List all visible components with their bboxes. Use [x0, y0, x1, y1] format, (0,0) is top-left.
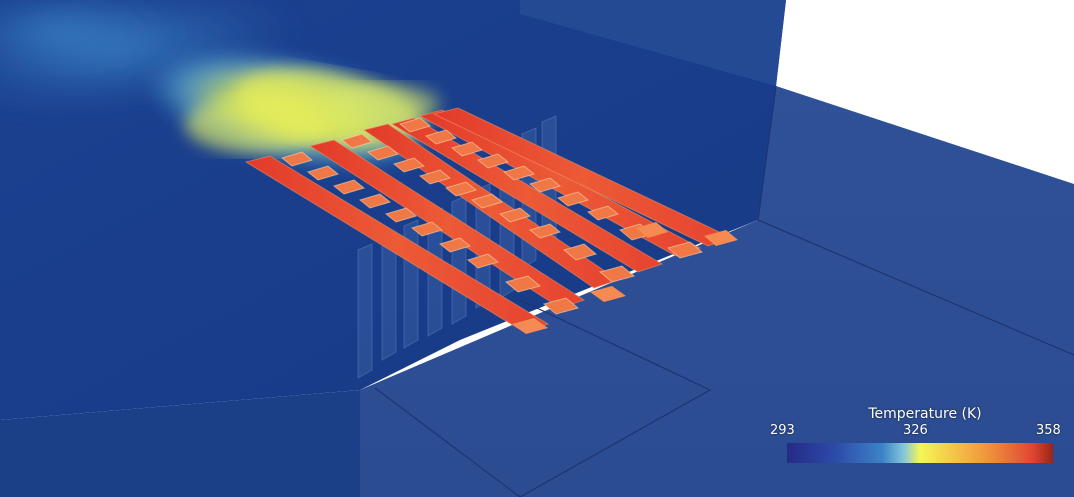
floor: [360, 86, 1074, 497]
legend-mid-label: 326: [903, 423, 928, 438]
temperature-colorbar: [787, 443, 1053, 463]
edge-pads: [512, 222, 738, 334]
heated-plates: [244, 107, 738, 334]
temperature-legend: Temperature (K) 293 326 358: [770, 404, 1070, 474]
legend-max-label: 358: [1036, 423, 1061, 438]
legend-title: Temperature (K): [868, 406, 982, 422]
floor-grid-lines: [374, 85, 1074, 497]
temperature-plume: [0, 0, 440, 173]
right-wall-panel: [520, 0, 786, 86]
legend-min-label: 293: [770, 423, 795, 438]
left-floor: [0, 390, 360, 497]
